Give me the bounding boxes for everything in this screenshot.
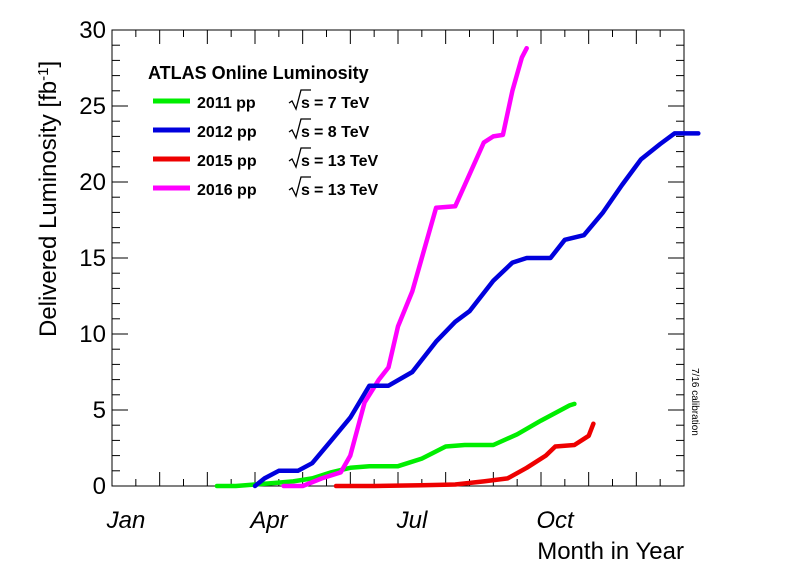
y-tick-label: 20 [79, 169, 106, 196]
legend-sqrt-s: s [301, 182, 310, 199]
legend-energy: = 13 TeV [314, 182, 379, 199]
legend-series-name: 2016 pp [197, 182, 257, 199]
x-tick-labels: Jan Apr Jul Oct [106, 507, 575, 534]
y-tick-label: 30 [79, 17, 106, 44]
sqrt-icon [288, 118, 311, 140]
series-lines [214, 45, 701, 489]
legend-series-name: 2015 pp [197, 153, 257, 170]
legend-series-name: 2012 pp [197, 124, 257, 141]
y-tick-label: 0 [93, 473, 106, 500]
legend-series-name: 2011 pp [197, 95, 256, 112]
legend-sqrt-s: s [301, 95, 310, 112]
y-tick-label: 10 [79, 321, 106, 348]
y-axis-title-main: Delivered Luminosity [fb [35, 81, 62, 337]
sqrt-icon [288, 89, 311, 111]
series-line [214, 401, 577, 489]
y-tick-label: 25 [79, 93, 106, 120]
y-tick-label: 15 [79, 245, 106, 272]
legend-sqrt-s: s [301, 124, 310, 141]
legend-energy: = 8 TeV [314, 124, 370, 141]
series-line [281, 45, 529, 489]
x-tick-label: Apr [248, 507, 288, 534]
sqrt-icon [288, 147, 311, 169]
x-tick-label: Jul [396, 507, 428, 534]
legend-energy: = 7 TeV [314, 95, 370, 112]
y-tick-labels: 0 5 10 15 20 25 30 [79, 17, 106, 500]
series-line [333, 421, 596, 489]
y-axis-title: Delivered Luminosity [fb-1] [35, 61, 62, 337]
axis-ticks [111, 29, 685, 487]
sqrt-icon [288, 176, 311, 198]
y-tick-label: 5 [93, 397, 106, 424]
legend-energy: = 13 TeV [314, 153, 379, 170]
x-tick-label: Jan [106, 507, 146, 534]
chart-title: ATLAS Online Luminosity [148, 63, 369, 83]
y-axis-title-sup: -1 [35, 68, 52, 81]
y-axis-title-close: ] [35, 61, 62, 68]
calibration-note: 7/16 calibration [689, 368, 700, 436]
x-tick-label: Oct [536, 507, 575, 534]
legend-sqrt-s: s [301, 153, 310, 170]
x-axis-title: Month in Year [537, 538, 684, 565]
series-line [252, 131, 701, 489]
